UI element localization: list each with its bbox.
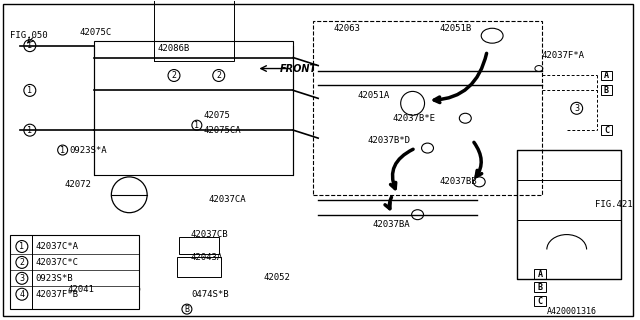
Text: 42037B*E: 42037B*E bbox=[393, 114, 436, 123]
Text: 42037C*C: 42037C*C bbox=[36, 258, 79, 267]
Text: 1: 1 bbox=[28, 126, 33, 135]
Bar bbox=[534, 269, 546, 279]
Text: 3: 3 bbox=[19, 274, 24, 283]
Text: 4: 4 bbox=[19, 290, 24, 299]
Text: 42037BB: 42037BB bbox=[440, 177, 477, 186]
Bar bbox=[313, 21, 542, 195]
Text: 42086B: 42086B bbox=[157, 44, 189, 53]
Text: B: B bbox=[604, 86, 609, 95]
Text: C: C bbox=[538, 297, 542, 306]
Text: C: C bbox=[604, 126, 609, 135]
Text: 42037CB: 42037CB bbox=[191, 230, 228, 239]
Text: A: A bbox=[538, 270, 542, 279]
Text: 42072: 42072 bbox=[65, 180, 92, 189]
Text: 42052: 42052 bbox=[264, 273, 291, 282]
Text: 1: 1 bbox=[28, 86, 33, 95]
Bar bbox=[600, 125, 612, 135]
Text: 42037B*D: 42037B*D bbox=[368, 136, 411, 145]
Text: 0923S*A: 0923S*A bbox=[70, 146, 108, 155]
Text: B: B bbox=[538, 283, 542, 292]
Bar bbox=[177, 257, 221, 277]
Text: 2: 2 bbox=[216, 71, 221, 80]
Text: 42037C*A: 42037C*A bbox=[36, 242, 79, 251]
Text: 42051A: 42051A bbox=[358, 91, 390, 100]
Text: 42037F*B: 42037F*B bbox=[36, 290, 79, 299]
Text: 1: 1 bbox=[195, 121, 199, 130]
Text: A: A bbox=[604, 71, 609, 80]
Bar bbox=[154, 0, 234, 60]
Text: 42075: 42075 bbox=[204, 111, 230, 120]
Text: 2: 2 bbox=[19, 258, 24, 267]
Bar bbox=[179, 236, 219, 254]
Bar bbox=[600, 70, 612, 80]
Text: 42051B: 42051B bbox=[440, 24, 472, 33]
Text: 42037CA: 42037CA bbox=[209, 195, 246, 204]
Bar bbox=[534, 282, 546, 292]
Text: 1: 1 bbox=[28, 41, 33, 50]
Text: FRONT: FRONT bbox=[280, 64, 317, 74]
Text: 1: 1 bbox=[60, 146, 65, 155]
Text: A420001316: A420001316 bbox=[547, 307, 596, 316]
Text: 42041: 42041 bbox=[68, 285, 95, 294]
Text: 1: 1 bbox=[19, 242, 24, 251]
Text: 42043A: 42043A bbox=[191, 253, 223, 262]
Text: 0923S*B: 0923S*B bbox=[36, 274, 74, 283]
Text: 3: 3 bbox=[574, 104, 579, 113]
Text: FIG.421: FIG.421 bbox=[595, 200, 632, 209]
Text: B: B bbox=[184, 305, 189, 314]
Bar bbox=[95, 41, 293, 175]
Text: 42037BA: 42037BA bbox=[373, 220, 410, 229]
Text: FIG.050: FIG.050 bbox=[10, 31, 47, 40]
Text: 0474S*B: 0474S*B bbox=[191, 290, 228, 299]
Text: 42075CA: 42075CA bbox=[204, 126, 241, 135]
Bar bbox=[534, 296, 546, 306]
Text: 42075C: 42075C bbox=[79, 28, 112, 37]
Text: 2: 2 bbox=[172, 71, 177, 80]
Text: 42037F*A: 42037F*A bbox=[542, 51, 585, 60]
Bar bbox=[10, 235, 139, 309]
Bar bbox=[517, 150, 621, 279]
Text: 42063: 42063 bbox=[333, 24, 360, 33]
Bar bbox=[600, 85, 612, 95]
